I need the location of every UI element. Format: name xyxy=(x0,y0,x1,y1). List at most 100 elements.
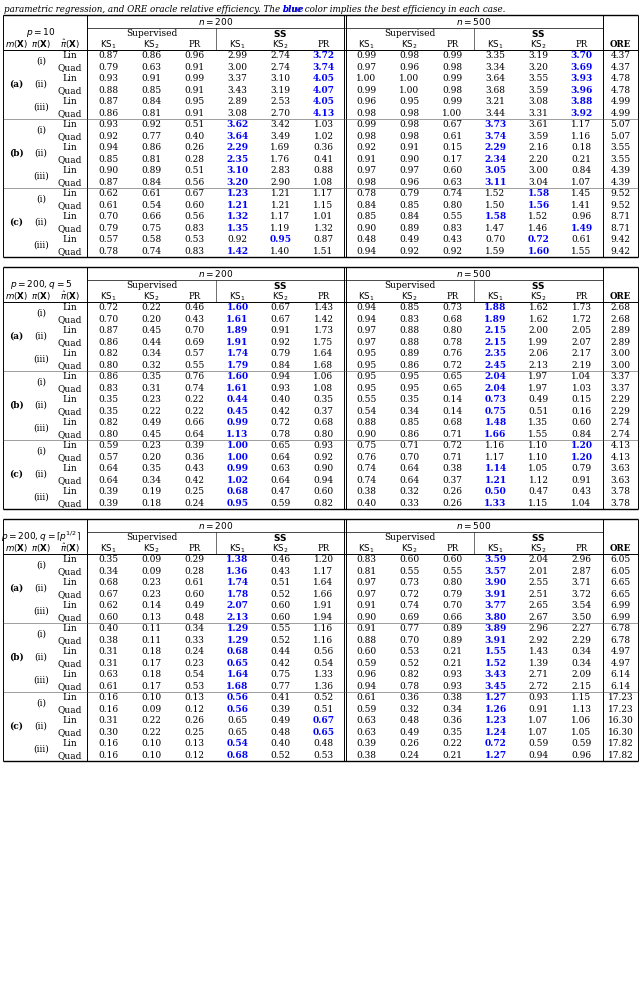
Text: $\pi(\mathbf{X})$: $\pi(\mathbf{X})$ xyxy=(31,38,51,50)
Text: 1.36: 1.36 xyxy=(227,566,249,576)
Text: (iii): (iii) xyxy=(33,493,49,502)
Text: 1.10: 1.10 xyxy=(529,441,548,450)
Text: 3.37: 3.37 xyxy=(611,384,630,393)
Text: 0.83: 0.83 xyxy=(99,384,118,393)
Text: 0.98: 0.98 xyxy=(356,132,376,141)
Text: 2.67: 2.67 xyxy=(529,613,548,622)
Text: (i): (i) xyxy=(36,630,46,639)
Text: 0.43: 0.43 xyxy=(184,464,205,473)
Text: 6.14: 6.14 xyxy=(611,682,630,690)
Text: 0.95: 0.95 xyxy=(184,98,205,106)
Text: 1.17: 1.17 xyxy=(572,120,591,129)
Text: 0.14: 0.14 xyxy=(141,601,161,611)
Text: 0.55: 0.55 xyxy=(270,624,291,633)
Text: 4.07: 4.07 xyxy=(312,86,335,95)
Text: 0.83: 0.83 xyxy=(399,315,419,324)
Text: 0.36: 0.36 xyxy=(399,693,419,702)
Text: 3.72: 3.72 xyxy=(312,51,335,60)
Text: 0.22: 0.22 xyxy=(184,407,204,416)
Text: 0.96: 0.96 xyxy=(356,670,376,680)
Text: 0.94: 0.94 xyxy=(356,682,376,690)
Text: 1.73: 1.73 xyxy=(314,326,333,335)
Text: 2.74: 2.74 xyxy=(271,63,291,72)
Text: 0.95: 0.95 xyxy=(399,372,420,381)
Text: 0.72: 0.72 xyxy=(271,419,291,427)
Text: 2.34: 2.34 xyxy=(484,155,507,164)
Text: 1.91: 1.91 xyxy=(227,338,249,347)
Text: 3.89: 3.89 xyxy=(484,624,507,633)
Text: 2.29: 2.29 xyxy=(611,395,630,404)
Text: 0.38: 0.38 xyxy=(442,693,463,702)
Text: 1.66: 1.66 xyxy=(314,590,333,599)
Text: 0.67: 0.67 xyxy=(99,590,118,599)
Text: 0.54: 0.54 xyxy=(141,201,162,210)
Text: 1.00: 1.00 xyxy=(227,453,248,462)
Text: 3.71: 3.71 xyxy=(572,578,591,587)
Text: 0.98: 0.98 xyxy=(399,132,420,141)
Text: PR: PR xyxy=(188,292,200,301)
Text: 0.87: 0.87 xyxy=(99,177,118,187)
Text: 0.91: 0.91 xyxy=(141,74,161,84)
Text: 0.75: 0.75 xyxy=(270,670,291,680)
Text: $\hat{\pi}(\mathbf{X})$: $\hat{\pi}(\mathbf{X})$ xyxy=(60,542,80,556)
Text: 1.07: 1.07 xyxy=(529,728,548,737)
Text: 0.63: 0.63 xyxy=(141,63,161,72)
Text: 1.05: 1.05 xyxy=(529,464,548,473)
Text: Lin: Lin xyxy=(63,624,77,633)
Text: $m(\mathbf{X})$: $m(\mathbf{X})$ xyxy=(4,291,28,302)
Text: 6.14: 6.14 xyxy=(611,670,630,680)
Text: 3.44: 3.44 xyxy=(486,108,506,118)
Text: (ii): (ii) xyxy=(35,218,47,227)
Text: 0.65: 0.65 xyxy=(227,659,248,668)
Text: 0.64: 0.64 xyxy=(399,476,420,485)
Text: 1.43: 1.43 xyxy=(529,647,548,656)
Text: Lin: Lin xyxy=(63,740,77,749)
Text: 9.42: 9.42 xyxy=(611,235,630,244)
Text: 2.16: 2.16 xyxy=(529,143,548,153)
Text: Quad: Quad xyxy=(58,384,82,393)
Text: 0.93: 0.93 xyxy=(529,693,548,702)
Text: 0.41: 0.41 xyxy=(314,155,333,164)
Text: 1.38: 1.38 xyxy=(227,556,249,564)
Text: 0.33: 0.33 xyxy=(399,498,419,507)
Text: 0.24: 0.24 xyxy=(184,647,205,656)
Text: 0.51: 0.51 xyxy=(184,166,205,175)
Text: 0.77: 0.77 xyxy=(399,624,420,633)
Text: 1.08: 1.08 xyxy=(314,384,333,393)
Text: 0.72: 0.72 xyxy=(442,361,463,369)
Text: 2.70: 2.70 xyxy=(271,108,291,118)
Text: 0.92: 0.92 xyxy=(356,143,376,153)
Text: 0.89: 0.89 xyxy=(141,166,161,175)
Text: 0.73: 0.73 xyxy=(484,395,506,404)
Text: 0.93: 0.93 xyxy=(271,384,291,393)
Text: 3.90: 3.90 xyxy=(484,578,507,587)
Text: 0.61: 0.61 xyxy=(99,201,118,210)
Text: 3.11: 3.11 xyxy=(484,177,507,187)
Text: 0.43: 0.43 xyxy=(572,488,591,496)
Text: 0.84: 0.84 xyxy=(572,166,591,175)
Text: 0.90: 0.90 xyxy=(356,613,376,622)
Text: 1.40: 1.40 xyxy=(271,247,291,256)
Text: 0.71: 0.71 xyxy=(442,453,463,462)
Text: 0.65: 0.65 xyxy=(442,372,463,381)
Text: $\mathrm{KS}_1$: $\mathrm{KS}_1$ xyxy=(229,291,246,302)
Text: 0.54: 0.54 xyxy=(314,659,333,668)
Text: PR: PR xyxy=(575,40,588,49)
Text: 16.30: 16.30 xyxy=(607,728,634,737)
Text: 1.61: 1.61 xyxy=(227,384,249,393)
Text: 1.00: 1.00 xyxy=(356,74,376,84)
Text: 1.76: 1.76 xyxy=(271,155,291,164)
Text: 0.44: 0.44 xyxy=(271,647,291,656)
Text: 0.78: 0.78 xyxy=(442,338,463,347)
Text: (iii): (iii) xyxy=(33,745,49,754)
Text: 0.82: 0.82 xyxy=(99,350,118,359)
Text: 0.85: 0.85 xyxy=(356,212,376,222)
Text: PR: PR xyxy=(188,544,200,553)
Text: 0.60: 0.60 xyxy=(356,647,376,656)
Text: 1.50: 1.50 xyxy=(485,201,506,210)
Text: Supervised: Supervised xyxy=(384,281,435,290)
Text: 0.91: 0.91 xyxy=(356,601,376,611)
Text: 2.96: 2.96 xyxy=(572,556,591,564)
Text: PR: PR xyxy=(188,40,200,49)
Text: 0.80: 0.80 xyxy=(442,578,463,587)
